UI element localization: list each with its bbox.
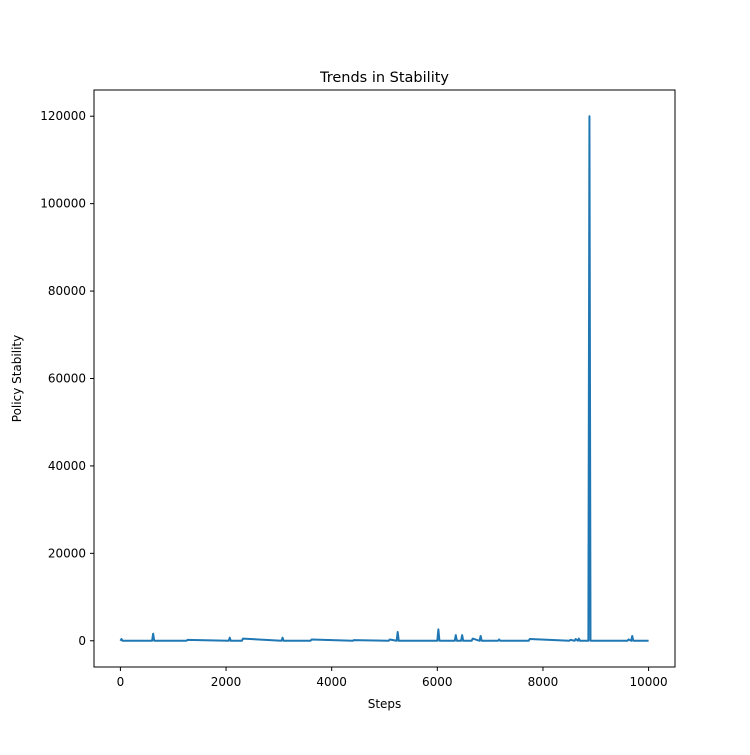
x-tick-label: 0 <box>117 675 125 689</box>
y-axis: 0 20000 40000 60000 80000 100000 120000 <box>40 109 94 648</box>
line-group <box>119 115 649 642</box>
y-axis-label: Policy Stability <box>10 335 24 422</box>
plot-frame <box>93 89 676 668</box>
y-tick-label: 100000 <box>40 197 86 211</box>
y-tick-label: 20000 <box>48 546 86 560</box>
y-tick-label: 40000 <box>48 459 86 473</box>
x-axis-label: Steps <box>368 697 402 711</box>
y-tick-label: 0 <box>78 634 86 648</box>
chart-title: Trends in Stability <box>319 70 449 86</box>
x-tick-label: 8000 <box>528 675 559 689</box>
x-axis: 0 2000 4000 6000 8000 10000 <box>117 667 668 689</box>
x-tick-label: 2000 <box>211 675 242 689</box>
series-line-0 <box>119 115 649 642</box>
y-tick-label: 80000 <box>48 284 86 298</box>
y-tick-label: 60000 <box>48 372 86 386</box>
x-tick-label: 10000 <box>629 675 667 689</box>
plot-area <box>119 115 649 642</box>
x-tick-label: 6000 <box>422 675 453 689</box>
x-tick-label: 4000 <box>316 675 347 689</box>
y-tick-label: 120000 <box>40 109 86 123</box>
